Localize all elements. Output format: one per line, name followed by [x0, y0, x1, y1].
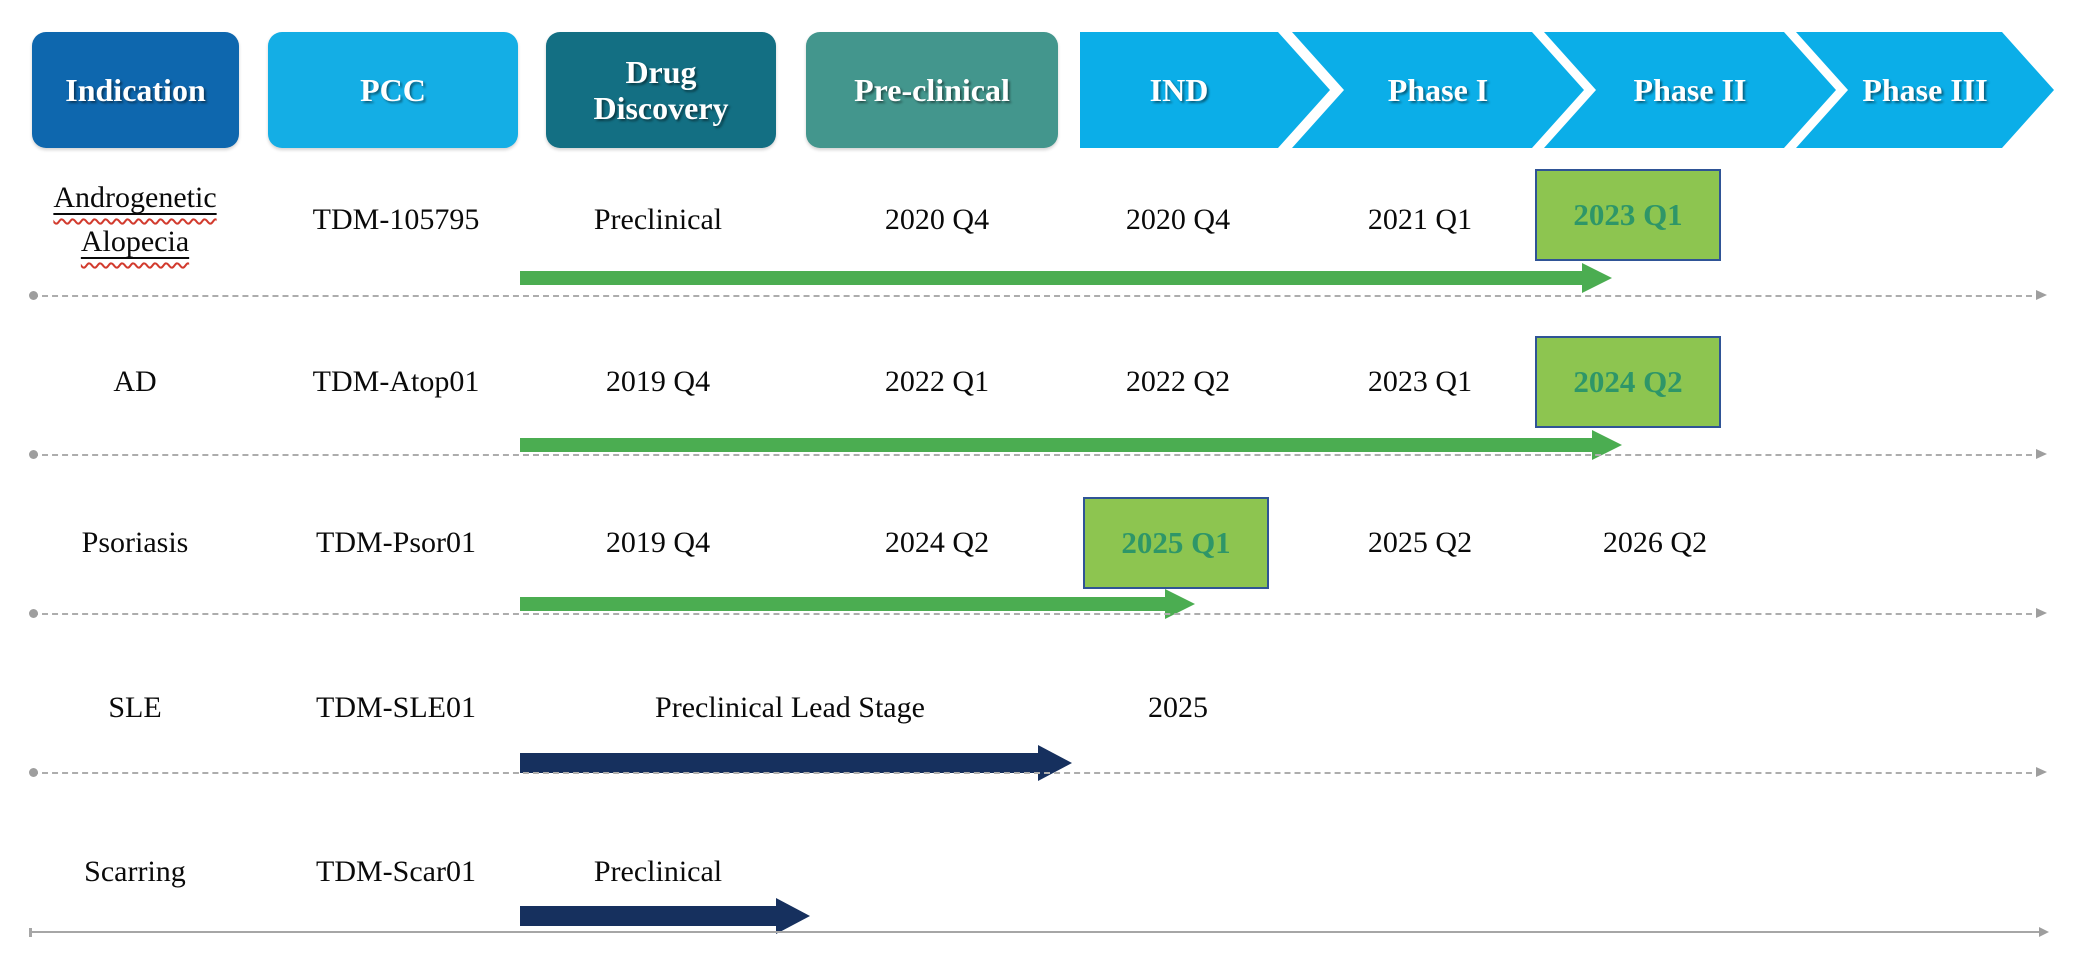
- milestone-pre-clinical: 2022 Q1: [884, 365, 990, 398]
- milestone-ind: 2025: [1148, 691, 1208, 724]
- arrow-shaft: [520, 906, 776, 926]
- milestone-drug-discovery: Preclinical: [593, 203, 723, 236]
- milestone-highlight-label: 2025 Q1: [1121, 525, 1231, 560]
- arrow-shaft: [520, 271, 1582, 285]
- milestone-highlight-box: 2024 Q2: [1535, 336, 1721, 428]
- stage-header-indication: Indication: [32, 32, 239, 148]
- milestone-ind: 2020 Q4: [1125, 203, 1231, 236]
- pcc-label: TDM-105795: [312, 203, 480, 236]
- milestone-phase-i: 2025 Q2: [1367, 526, 1473, 559]
- stage-chevron-ind: IND: [1080, 32, 1330, 148]
- row-separator: [29, 767, 2047, 777]
- stage-chevron-phase-ii: Phase II: [1544, 32, 1836, 148]
- milestone-highlight-box: 2025 Q1: [1083, 497, 1269, 589]
- pcc-label: TDM-Psor01: [315, 526, 477, 559]
- milestone-phase-i: 2021 Q1: [1367, 203, 1473, 236]
- row-separator: [29, 608, 2047, 618]
- milestone-stage-note: Preclinical Lead Stage: [655, 691, 925, 724]
- pipeline-row-ad: AD TDM-Atop01 2019 Q4 2022 Q1 2022 Q2 20…: [0, 296, 2091, 460]
- spellcheck-underline-text: Androgenetic Alopecia: [53, 181, 217, 258]
- bottom-baseline: [29, 927, 2049, 937]
- arrow-head-icon: [776, 898, 810, 934]
- arrow-shaft: [520, 597, 1165, 611]
- pcc-label: TDM-Scar01: [316, 855, 476, 888]
- pcc-label: TDM-SLE01: [316, 691, 476, 724]
- stage-chevron-phase-i-label: Phase I: [1387, 71, 1489, 108]
- milestone-pre-clinical: 2024 Q2: [884, 526, 990, 559]
- milestone-highlight-label: 2023 Q1: [1573, 197, 1683, 232]
- arrow-shaft: [520, 438, 1592, 452]
- milestone-phase-i: 2023 Q1: [1367, 365, 1473, 398]
- milestone-highlight-label: 2024 Q2: [1573, 364, 1683, 399]
- milestone-highlight-box: 2023 Q1: [1535, 169, 1721, 261]
- stage-chevron-phase-i: Phase I: [1292, 32, 1584, 148]
- milestone-ind: 2022 Q2: [1125, 365, 1231, 398]
- indication-label: Psoriasis: [81, 526, 189, 559]
- row-separator: [29, 449, 2047, 459]
- milestone-drug-discovery: Preclinical: [593, 855, 723, 888]
- indication-label: Scarring: [84, 855, 186, 888]
- milestone-drug-discovery: 2019 Q4: [605, 526, 711, 559]
- pipeline-row-androgenetic-alopecia: Androgenetic Alopecia TDM-105795 Preclin…: [0, 148, 2091, 296]
- pcc-label: TDM-Atop01: [312, 365, 480, 398]
- stage-chevron-phase-ii-label: Phase II: [1633, 71, 1747, 108]
- pipeline-row-psoriasis: Psoriasis TDM-Psor01 2019 Q4 2024 Q2 202…: [0, 455, 2091, 619]
- row-separator: [29, 290, 2047, 300]
- indication-label: Androgenetic Alopecia: [5, 176, 265, 264]
- indication-label: SLE: [108, 691, 162, 724]
- stage-chevron-ind-label: IND: [1149, 71, 1209, 108]
- stage-header-pcc: PCC: [268, 32, 518, 148]
- indication-label: AD: [113, 365, 157, 398]
- stage-header-drug-discovery: Drug Discovery: [546, 32, 776, 148]
- pipeline-row-scarring: Scarring TDM-Scar01 Preclinical: [0, 773, 2091, 934]
- stage-header-pre-clinical: Pre-clinical: [806, 32, 1058, 148]
- milestone-drug-discovery: 2019 Q4: [605, 365, 711, 398]
- arrow-head-icon: [1582, 263, 1612, 293]
- milestone-pre-clinical: 2020 Q4: [884, 203, 990, 236]
- arrow-shaft: [520, 753, 1038, 773]
- milestone-phase-ii: 2026 Q2: [1602, 526, 1708, 559]
- arrow-head-icon: [1038, 745, 1072, 781]
- stage-chevron-phase-iii-label: Phase III: [1862, 71, 1988, 108]
- pipeline-row-sle: SLE TDM-SLE01 Preclinical Lead Stage 202…: [0, 614, 2091, 781]
